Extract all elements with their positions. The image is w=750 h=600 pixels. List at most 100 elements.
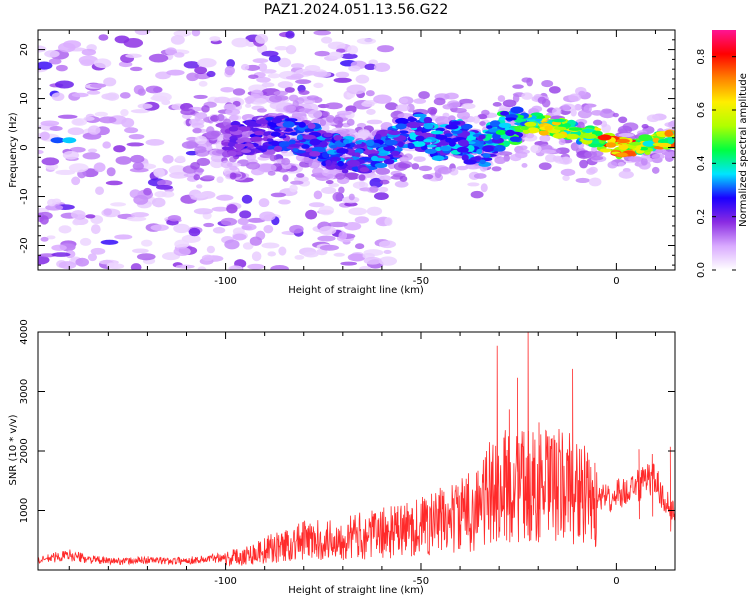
spectrogram-ridge-blob: [664, 130, 674, 137]
spectrogram-halo-blob: [216, 176, 224, 184]
spectrogram-halo-blob: [592, 150, 604, 157]
spectrogram-ridge-blob: [605, 142, 617, 148]
spectrogram-halo-blob: [530, 144, 542, 154]
spectrogram-halo-blob: [481, 109, 490, 116]
spectrogram-noise-blob: [188, 227, 201, 237]
spectrogram-noise-blob: [247, 217, 266, 223]
spectrogram-halo-blob: [418, 91, 430, 100]
spectrogram-halo-blob: [226, 162, 233, 167]
spectrogram-noise-blob: [318, 205, 335, 216]
spectrogram-halo-blob: [617, 125, 633, 135]
spectrogram-ridge-blob: [278, 141, 292, 148]
spectrogram-halo-blob: [664, 121, 675, 128]
spectrogram-ridge-blob: [336, 147, 349, 154]
spectrogram-halo-blob: [399, 157, 411, 162]
spectrogram-halo-blob: [411, 163, 420, 170]
spectrogram-halo-blob: [290, 180, 304, 185]
snr-ytick-label: 2000: [19, 438, 30, 463]
spectrogram-halo-blob: [526, 77, 534, 87]
spectrogram-noise-blob: [197, 58, 217, 68]
spectrogram-ridge-blob: [482, 145, 494, 153]
spectrogram-ridge-blob: [652, 137, 660, 143]
spectrogram-ridge-blob: [288, 144, 302, 148]
spectrogram-halo-blob: [413, 156, 426, 162]
spectrogram-halo-blob: [394, 180, 409, 188]
spectrogram-ridge-blob: [377, 152, 388, 156]
spectrogram-halo-blob: [356, 122, 367, 129]
spectrogram-ridge-blob: [395, 117, 409, 124]
spectrogram-halo-blob: [651, 153, 665, 160]
spectrogram-noise-blob: [340, 53, 358, 60]
spectrogram-halo-blob: [538, 162, 552, 170]
spectrogram-halo-blob: [322, 111, 330, 117]
spectrogram-ridge-blob: [524, 121, 537, 127]
spectrogram-halo-blob: [576, 121, 585, 130]
spectrogram-noise-blob: [344, 202, 358, 207]
spectrogram-noise-blob: [103, 77, 117, 87]
snr-xtick-label: 0: [613, 576, 619, 587]
spectrogram-ridge-blob: [388, 130, 401, 136]
spectrogram-halo-blob: [298, 90, 310, 95]
spectrogram-noise-blob: [289, 224, 304, 234]
spectrogram-noise-blob: [173, 223, 190, 234]
spectrogram-halo-blob: [509, 153, 522, 162]
spectrogram-noise-blob: [249, 236, 263, 246]
snr-ticks: -100 -50 0 1000 2000 3000 4000: [19, 319, 675, 587]
spectrogram-noise-blob: [335, 48, 346, 53]
spectrogram-halo-blob: [393, 162, 408, 171]
spectrogram-ridge-blob: [430, 130, 444, 135]
spectrogram-ridge-blob: [423, 123, 434, 130]
spectrogram-halo-blob: [246, 95, 255, 104]
spectrogram-halo-blob: [435, 116, 451, 125]
spectrogram-noise-blob: [211, 206, 229, 212]
spectrogram-halo-blob: [229, 172, 237, 180]
spectrogram-ridge-blob: [346, 159, 360, 167]
spectrogram-halo-blob: [180, 108, 196, 116]
spectrogram-ridge-blob: [458, 139, 469, 147]
spectrogram-noise-blob: [79, 237, 92, 246]
colorbar-tick-label: 0.4: [696, 155, 707, 171]
spectrogram-halo-blob: [326, 115, 335, 123]
spectrogram-noise-blob: [257, 62, 268, 72]
spectrogram-ridge-blob: [431, 155, 445, 161]
spectrogram-halo-blob: [470, 190, 484, 199]
spectrogram-noise-blob: [41, 157, 60, 166]
spectrogram-noise-blob: [324, 102, 343, 110]
spectrogram-noise-blob: [145, 139, 165, 146]
spectrogram-noise-blob: [183, 61, 200, 69]
spectrogram-halo-blob: [459, 98, 474, 105]
spectrogram-noise-blob: [124, 127, 139, 134]
spectrogram-noise-blob: [39, 131, 50, 141]
spectrogram-ridge-blob: [249, 136, 263, 142]
snr-ytick-label: 3000: [19, 379, 30, 404]
spectrogram-halo-blob: [273, 90, 288, 96]
spectrogram-noise-blob: [373, 192, 389, 201]
snr-xlabel: Height of straight line (km): [288, 585, 424, 596]
spectrogram-noise-blob: [151, 197, 166, 208]
spectrogram-ridge-blob: [500, 110, 510, 116]
spectrogram-halo-blob: [369, 185, 379, 193]
spectrogram-halo-blob: [399, 175, 408, 182]
spectrogram-noise-blob: [150, 95, 168, 101]
spectrogram-ridge-blob: [353, 144, 362, 149]
spectrogram-noise-blob: [327, 221, 348, 228]
spectrogram-noise-blob: [313, 82, 324, 89]
colorbar-ticks: 0.0 0.2 0.4 0.6 0.8: [696, 49, 736, 278]
spectrogram-ridge-blob: [492, 133, 501, 140]
spectrogram-halo-blob: [348, 193, 355, 201]
spectrogram-noise-blob: [193, 208, 213, 215]
spectrogram-noise-blob: [49, 126, 63, 131]
spectrogram-ridge-blob: [517, 115, 525, 119]
spectrogram-ridge-blob: [266, 138, 274, 143]
spectrogram-noise-blob: [194, 193, 208, 199]
spectrogram-halo-blob: [664, 151, 675, 158]
spectrogram-noise-blob: [261, 82, 275, 88]
spectrogram-noise-blob: [364, 63, 377, 71]
spectrogram-noise-blob: [319, 244, 340, 251]
spectrogram-halo-blob: [346, 118, 355, 126]
spectrogram-noise-blob: [126, 216, 147, 222]
spectrogram-noise-blob: [87, 125, 101, 135]
spectrogram-noise-blob: [132, 162, 144, 171]
spectrogram-halo-blob: [537, 96, 547, 104]
